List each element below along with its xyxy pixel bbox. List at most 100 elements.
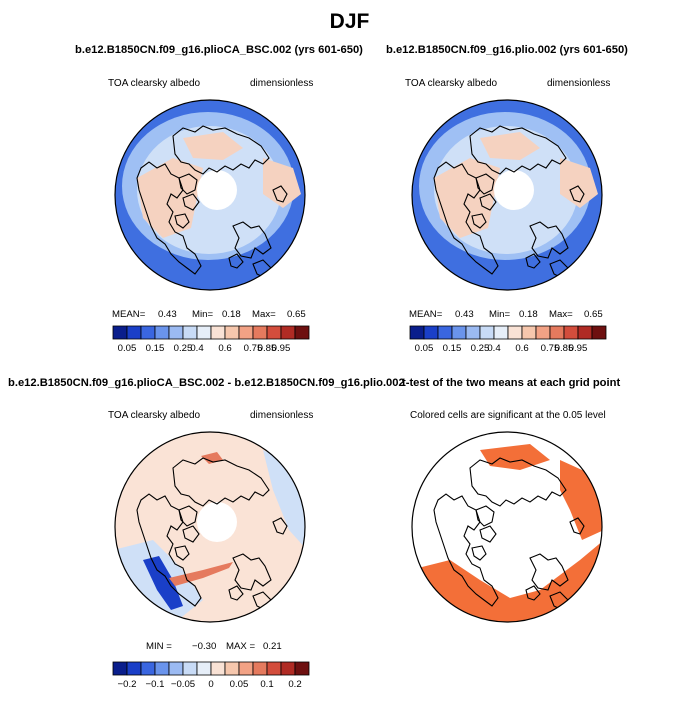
colorbar-swatch bbox=[493, 325, 509, 340]
cb3-tick-label: −0.1 bbox=[145, 679, 165, 690]
cb3-tick-label: 0.2 bbox=[288, 679, 302, 690]
colorbar-swatch bbox=[224, 325, 240, 340]
field-significant-north bbox=[480, 444, 550, 470]
coastline bbox=[136, 161, 202, 275]
field-blue-strong bbox=[143, 556, 183, 610]
panel-2-colorbar bbox=[409, 325, 607, 340]
panel-1-right-label: dimensionless bbox=[250, 78, 314, 89]
coastline bbox=[272, 185, 288, 203]
coastline bbox=[529, 553, 569, 591]
colorbar-swatch bbox=[563, 325, 579, 340]
colorbar-swatch bbox=[224, 661, 240, 676]
colorbar-swatch bbox=[521, 325, 537, 340]
coastline bbox=[525, 585, 541, 601]
coastline bbox=[174, 545, 190, 561]
colorbar-swatch bbox=[238, 325, 254, 340]
panel-1-max-label: Max= bbox=[252, 309, 276, 320]
colorbar-swatch bbox=[154, 325, 170, 340]
panel-3-title: b.e12.B1850CN.f09_g16.plioCA_BSC.002 - b… bbox=[8, 377, 405, 389]
coastline bbox=[232, 553, 272, 591]
coastline bbox=[272, 517, 288, 535]
colorbar-swatch bbox=[577, 325, 593, 340]
polar-hole bbox=[494, 170, 534, 210]
panel-2-title: b.e12.B1850CN.f09_g16.plio.002 (yrs 601-… bbox=[386, 44, 628, 56]
colorbar-swatch bbox=[140, 661, 156, 676]
coastline bbox=[178, 505, 198, 527]
panel-2-right-label: dimensionless bbox=[547, 78, 611, 89]
colorbar-swatch bbox=[507, 325, 523, 340]
colorbar-swatch bbox=[196, 661, 212, 676]
colorbar-swatch bbox=[266, 661, 282, 676]
field-orange-europe bbox=[183, 132, 243, 160]
panel-3-max-label: MAX = bbox=[226, 641, 256, 652]
cb2-tick-label: 0.15 bbox=[442, 343, 462, 354]
colorbar-swatch bbox=[154, 661, 170, 676]
colorbar-swatch bbox=[252, 661, 268, 676]
colorbar-swatch bbox=[182, 661, 198, 676]
panel-1-min-label: Min= bbox=[192, 309, 214, 320]
map-field bbox=[412, 100, 602, 290]
coastline bbox=[471, 545, 487, 561]
cb3-tick-label: 0 bbox=[208, 679, 214, 690]
panel-1-max-value: 0.65 bbox=[287, 309, 306, 320]
coastline bbox=[172, 457, 270, 507]
panel-2-mean-label: MEAN= bbox=[409, 309, 443, 320]
coastline bbox=[228, 585, 244, 601]
panel-1-colorbar bbox=[112, 325, 310, 340]
colorbar-swatch bbox=[294, 661, 310, 676]
coastline bbox=[433, 493, 499, 607]
cb2-tick-label: 0.25 bbox=[470, 343, 490, 354]
colorbar-swatch bbox=[252, 325, 268, 340]
coastline bbox=[479, 525, 497, 543]
cb2-tick-label: 0.4 bbox=[487, 343, 501, 354]
panel-1-map bbox=[114, 99, 306, 291]
colorbar-swatch bbox=[437, 325, 453, 340]
cb1-tick-label: 0.95 bbox=[271, 343, 291, 354]
panel-3-left-label: TOA clearsky albedo bbox=[108, 410, 201, 421]
coastline bbox=[569, 185, 585, 203]
panel-3-min-value: −0.30 bbox=[192, 641, 217, 652]
coastline bbox=[433, 161, 499, 275]
panel-2-max-value: 0.65 bbox=[584, 309, 603, 320]
cb3-tick-label: −0.2 bbox=[117, 679, 137, 690]
map-boundary bbox=[114, 431, 306, 623]
panel-4-title: t-test of the two means at each grid poi… bbox=[402, 377, 621, 389]
field-gap bbox=[506, 556, 546, 578]
colorbar-swatch bbox=[549, 325, 565, 340]
coastline bbox=[182, 525, 200, 543]
cb1-tick-label: 0.75 bbox=[243, 343, 263, 354]
coastline bbox=[469, 125, 567, 175]
map-boundary bbox=[411, 99, 603, 291]
panel-1-mean-value: 0.43 bbox=[158, 309, 177, 320]
coastline bbox=[182, 193, 200, 211]
panel-3-min-label: MIN = bbox=[146, 641, 172, 652]
colorbar-swatch bbox=[126, 325, 142, 340]
colorbar-swatch bbox=[479, 325, 495, 340]
panel-3-max-value: 0.21 bbox=[263, 641, 282, 652]
cb2-tick-label: 0.05 bbox=[414, 343, 434, 354]
cb1-tick-label: 0.85 bbox=[257, 343, 277, 354]
coastline bbox=[136, 493, 202, 607]
colorbar-swatch bbox=[465, 325, 481, 340]
colorbar-swatch bbox=[294, 325, 310, 340]
colorbar-swatch bbox=[280, 325, 296, 340]
coastline bbox=[569, 517, 585, 535]
colorbar-swatch bbox=[182, 325, 198, 340]
field-orange-siberia bbox=[560, 158, 598, 208]
cb2-tick-label: 0.6 bbox=[515, 343, 529, 354]
panel-2-min-label: Min= bbox=[489, 309, 511, 320]
polar-hole bbox=[197, 502, 237, 542]
panel-2-map bbox=[411, 99, 603, 291]
colorbar-swatch bbox=[112, 661, 128, 676]
coastline bbox=[475, 505, 495, 527]
field-significant-south bbox=[412, 540, 602, 622]
colorbar-swatch bbox=[238, 661, 254, 676]
colorbar-swatch bbox=[168, 661, 184, 676]
coastline bbox=[471, 213, 487, 229]
colorbar-swatch bbox=[409, 325, 425, 340]
colorbar-swatch bbox=[266, 325, 282, 340]
colorbar-swatch bbox=[112, 325, 128, 340]
panel-1-title: b.e12.B1850CN.f09_g16.plioCA_BSC.002 (yr… bbox=[75, 44, 363, 56]
coastline bbox=[529, 221, 569, 259]
colorbar-swatch bbox=[423, 325, 439, 340]
